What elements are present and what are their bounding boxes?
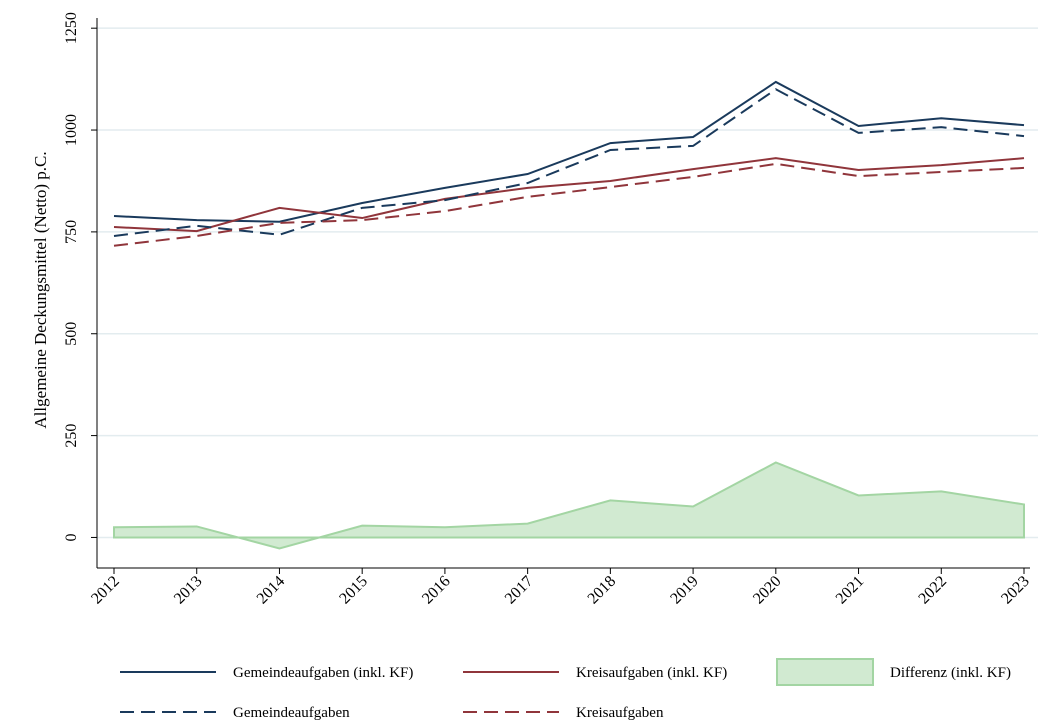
y-tick-label: 0: [63, 533, 80, 541]
y-axis-label: Allgemeine Deckungsmittel (Netto) p.C.: [31, 151, 50, 428]
line: [113, 157, 1025, 233]
legend-label: Gemeindeaufgaben: [233, 705, 350, 721]
y-tick-label: 500: [63, 322, 80, 346]
legend-label: Gemeindeaufgaben (inkl. KF): [233, 665, 413, 681]
y-tick-label: 250: [63, 424, 80, 448]
legend-label: Differenz (inkl. KF): [890, 665, 1011, 681]
legend-label: Kreisaufgaben (inkl. KF): [576, 665, 727, 681]
line: [113, 80, 1025, 223]
y-tick-label: 1000: [63, 114, 80, 146]
legend-swatch: [776, 658, 874, 686]
line: [113, 162, 1025, 247]
y-tick-label: 750: [63, 220, 80, 244]
legend-label: Kreisaufgaben: [576, 705, 664, 721]
y-tick-label: 1250: [63, 12, 80, 44]
line: [113, 88, 1025, 237]
area: [113, 461, 1025, 550]
